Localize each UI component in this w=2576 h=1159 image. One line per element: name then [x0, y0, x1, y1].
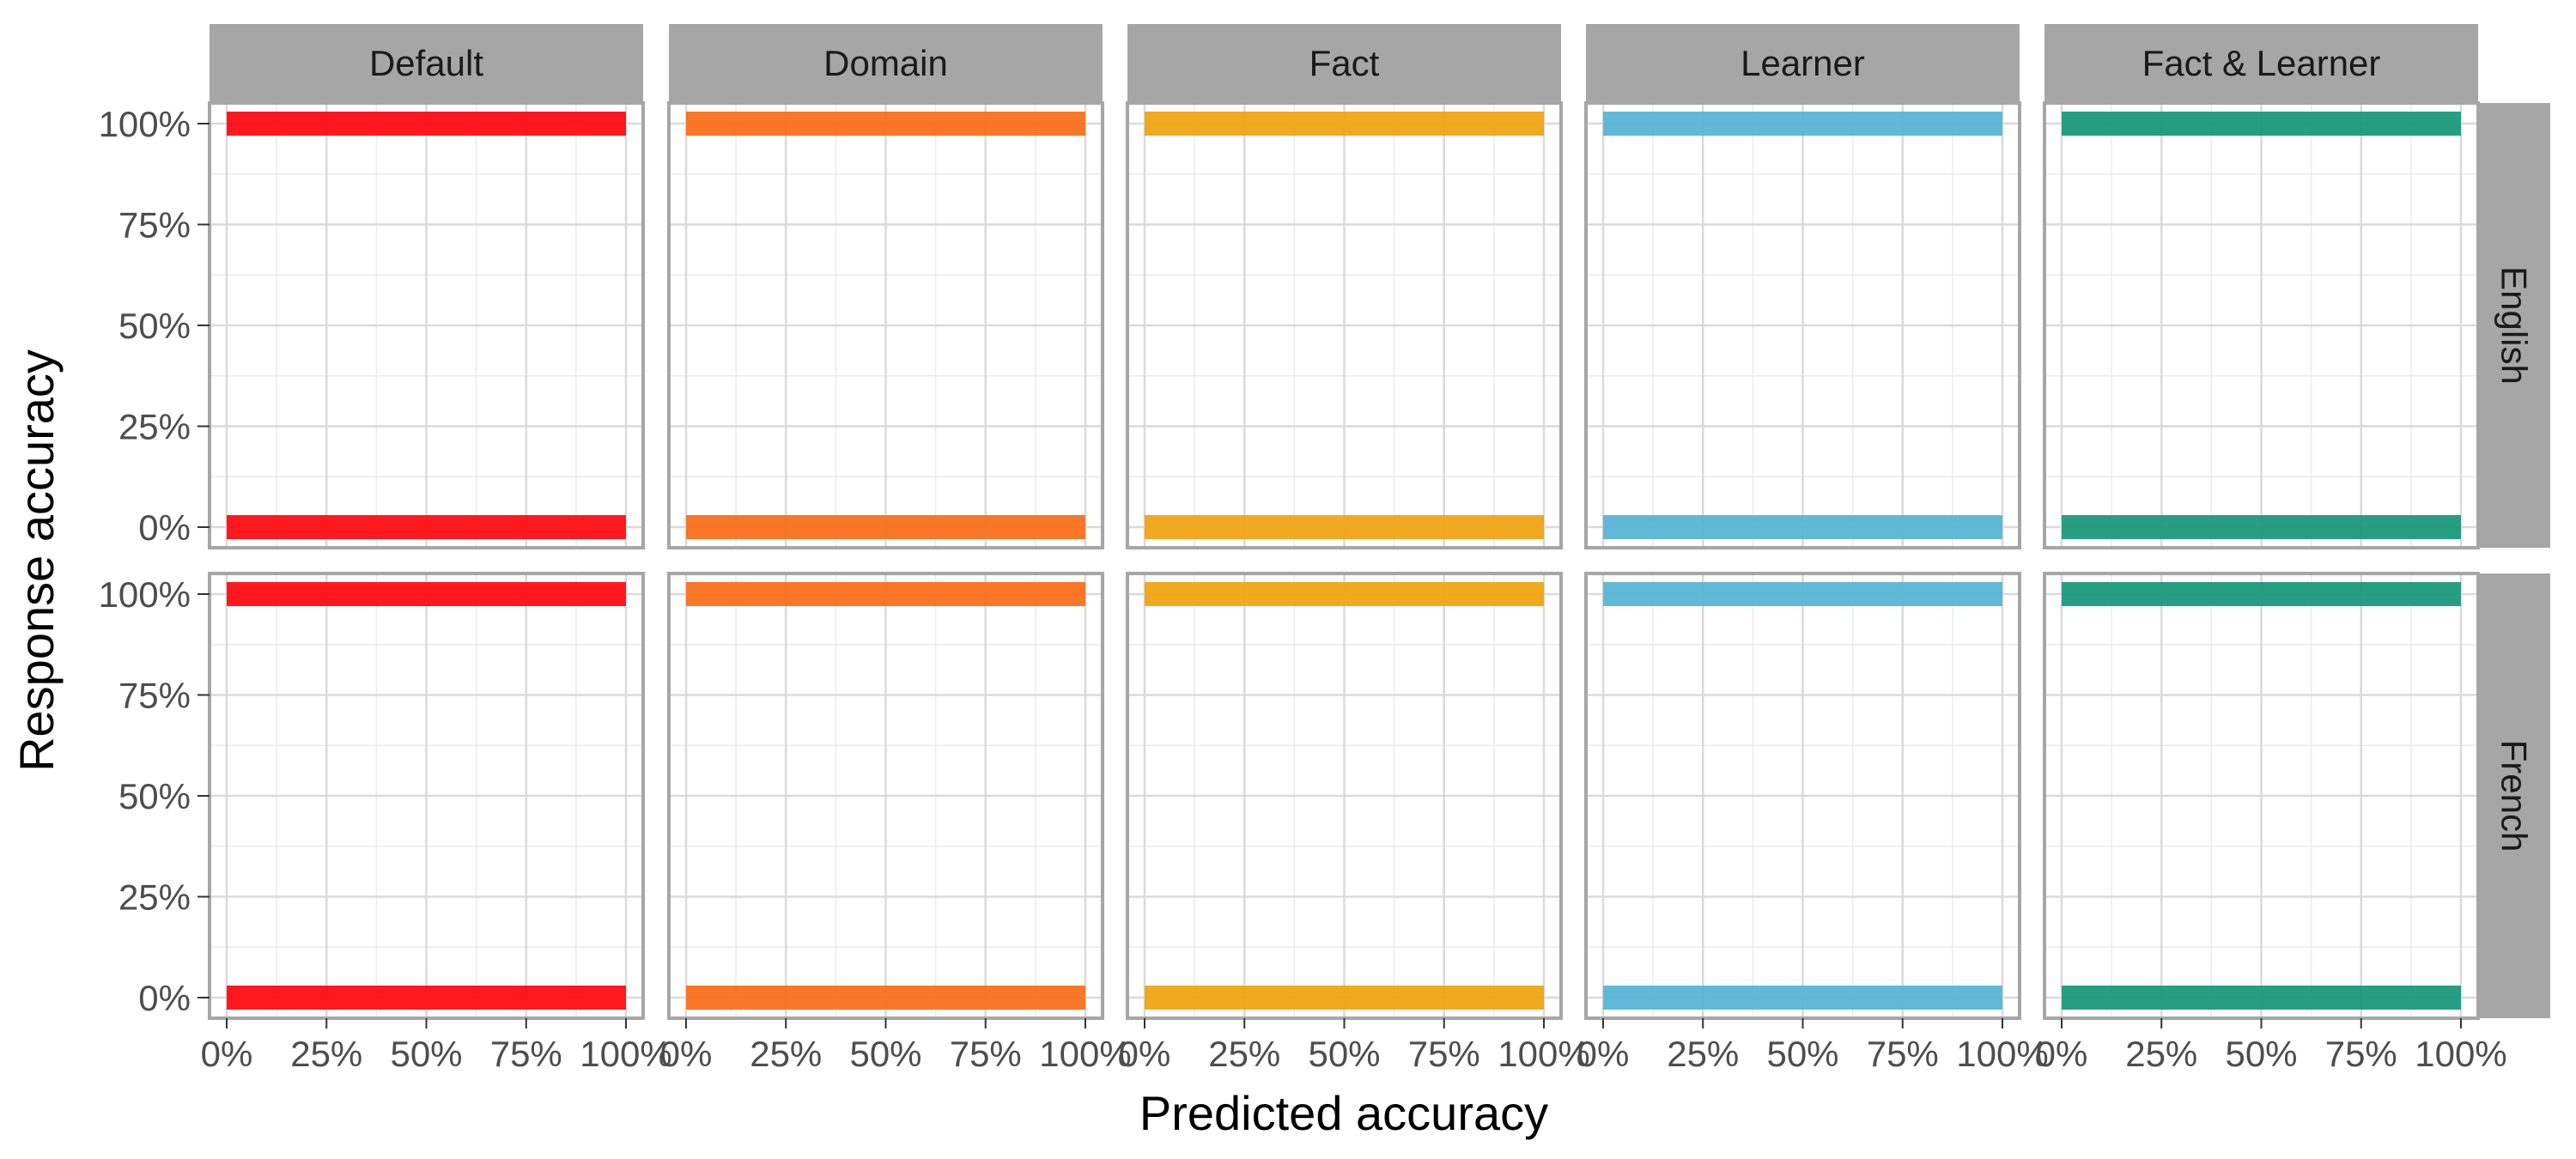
- data-band-y-100pct: [1603, 112, 2002, 136]
- data-band-y-0pct: [1603, 515, 2002, 539]
- strip-label: Default: [369, 43, 483, 83]
- data-band-y-100pct: [227, 112, 626, 136]
- panel-english-fact: [1126, 101, 1563, 549]
- x-tick-label: 100%: [1039, 1034, 1131, 1074]
- x-tick-label: 75%: [950, 1034, 1022, 1074]
- strip-background: [1586, 24, 2020, 101]
- data-band-y-0pct: [1603, 986, 2002, 1010]
- data-band-y-0pct: [686, 515, 1085, 539]
- x-tick-label: 100%: [580, 1034, 671, 1074]
- data-band-y-100pct: [2062, 582, 2461, 606]
- strip-background: [1127, 24, 1561, 101]
- x-tick-label: 25%: [1208, 1034, 1280, 1074]
- x-tick-label: 0%: [1577, 1034, 1630, 1074]
- data-band-y-0pct: [2062, 515, 2461, 539]
- panel-border: [667, 101, 1104, 549]
- x-tick-label: 0%: [201, 1034, 253, 1074]
- facet-strip-fact: Fact: [1127, 24, 1561, 101]
- x-tick-label: 25%: [1667, 1034, 1739, 1074]
- strip-background: [210, 24, 643, 101]
- x-tick-label: 50%: [2225, 1034, 2297, 1074]
- panel-english-domain: [667, 101, 1104, 549]
- panel-border: [2043, 101, 2480, 549]
- panel-border: [1126, 101, 1563, 549]
- x-tick-label: 75%: [1408, 1034, 1480, 1074]
- y-tick-label: 100%: [99, 104, 191, 144]
- panel-english-default: [208, 101, 645, 549]
- panel-border: [1584, 101, 2021, 549]
- data-band-y-0pct: [2062, 986, 2461, 1010]
- strip-label: Fact: [1309, 43, 1380, 83]
- x-tick-label: 50%: [849, 1034, 921, 1074]
- x-axis-title: Predicted accuracy: [1139, 1086, 1548, 1140]
- x-tick-label: 25%: [750, 1034, 822, 1074]
- y-tick-label: 100%: [99, 574, 191, 615]
- strip-label: English: [2494, 266, 2535, 385]
- strip-label: Learner: [1741, 43, 1865, 83]
- x-tick-label: 0%: [660, 1034, 713, 1074]
- panel-french-learner: [1584, 572, 2021, 1020]
- data-band-y-0pct: [1145, 986, 1544, 1010]
- data-band-y-100pct: [686, 582, 1085, 606]
- facet-strip-default: Default: [210, 24, 643, 101]
- data-band-y-100pct: [1145, 582, 1544, 606]
- strip-label: Fact & Learner: [2142, 43, 2381, 83]
- y-tick-label: 25%: [118, 407, 191, 447]
- x-tick-label: 25%: [2125, 1034, 2197, 1074]
- y-tick-label: 0%: [138, 978, 191, 1018]
- y-tick-label: 50%: [118, 776, 191, 816]
- data-band-y-100pct: [686, 112, 1085, 136]
- panel-french-fact: [1126, 572, 1563, 1020]
- x-tick-label: 100%: [2415, 1034, 2506, 1074]
- y-tick-label: 75%: [118, 205, 191, 246]
- x-tick-label: 100%: [1498, 1034, 1589, 1074]
- y-tick-label: 25%: [118, 877, 191, 918]
- x-tick-label: 50%: [1308, 1034, 1380, 1074]
- x-tick-label: 75%: [1867, 1034, 1939, 1074]
- data-band-y-0pct: [227, 515, 626, 539]
- data-band-y-100pct: [1145, 112, 1544, 136]
- panel-french-fact-learner: [2043, 572, 2480, 1020]
- x-tick-label: 25%: [290, 1034, 362, 1074]
- x-tick-label: 75%: [490, 1034, 562, 1074]
- x-tick-label: 0%: [1119, 1034, 1171, 1074]
- data-band-y-100pct: [227, 582, 626, 606]
- strip-background: [2479, 573, 2550, 1018]
- facet-strip-english: English: [2479, 103, 2550, 548]
- data-band-y-0pct: [686, 986, 1085, 1010]
- data-band-y-100pct: [2062, 112, 2461, 136]
- x-tick-label: 50%: [390, 1034, 462, 1074]
- x-tick-label: 75%: [2325, 1034, 2397, 1074]
- data-band-y-0pct: [227, 986, 626, 1010]
- panel-french-domain: [667, 572, 1104, 1020]
- y-axis-title: Response accuracy: [9, 349, 64, 772]
- facet-strip-learner: Learner: [1586, 24, 2020, 101]
- y-tick-label: 75%: [118, 676, 191, 716]
- strip-background: [2044, 24, 2478, 101]
- facet-strip-french: French: [2479, 573, 2550, 1018]
- facet-strip-fact-learner: Fact & Learner: [2044, 24, 2478, 101]
- strip-label: French: [2494, 740, 2535, 853]
- x-tick-label: 100%: [1956, 1034, 2048, 1074]
- panel-english-learner: [1584, 101, 2021, 549]
- strip-background: [669, 24, 1103, 101]
- data-band-y-100pct: [1603, 582, 2002, 606]
- facet-strip-domain: Domain: [669, 24, 1103, 101]
- strip-background: [2479, 103, 2550, 548]
- y-tick-label: 50%: [118, 306, 191, 346]
- y-tick-label: 0%: [138, 507, 191, 548]
- strip-label: Domain: [823, 43, 948, 83]
- data-band-y-0pct: [1145, 515, 1544, 539]
- x-tick-label: 50%: [1766, 1034, 1838, 1074]
- x-tick-label: 0%: [2036, 1034, 2088, 1074]
- panel-english-fact-learner: [2043, 101, 2480, 549]
- panel-french-default: [208, 572, 645, 1020]
